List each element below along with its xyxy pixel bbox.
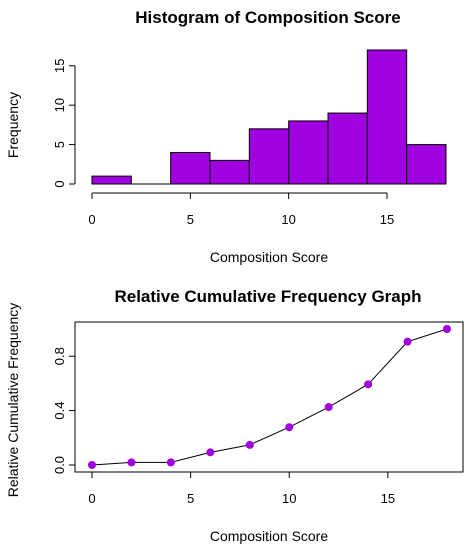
cumulative-x-tick-label: 10 [282, 491, 296, 506]
histogram-x-axis-label: Composition Score [210, 249, 328, 265]
histogram-bar [327, 112, 368, 185]
cumulative-title: Relative Cumulative Frequency Graph [114, 287, 421, 306]
cumulative-y-axis-label: Relative Cumulative Frequency [5, 303, 21, 498]
histogram-bars [91, 49, 447, 185]
cumulative-point [166, 458, 175, 467]
cumulative-point [245, 440, 254, 449]
histogram-y-tick-label: 5 [52, 141, 67, 148]
cumulative-point [88, 461, 96, 469]
histogram-y-tick-label: 10 [52, 98, 67, 112]
histogram-bar [91, 175, 132, 185]
cumulative-point [127, 458, 136, 467]
histogram-title: Histogram of Composition Score [135, 8, 400, 27]
cumulative-point [285, 423, 294, 432]
cumulative-plot-frame [74, 321, 464, 473]
cumulative-point [403, 337, 412, 346]
histogram-x-tick-label: 0 [88, 212, 95, 227]
histogram-chart: Histogram of Composition Score Compositi… [5, 8, 447, 265]
cumulative-y-tick-label: 0.8 [52, 347, 67, 365]
cumulative-y-axis: 0.0 0.4 0.8 [52, 347, 75, 474]
cumulative-x-axis-label: Composition Score [210, 528, 328, 544]
histogram-x-tick-label: 15 [380, 212, 394, 227]
cumulative-x-tick-label: 0 [88, 491, 95, 506]
histogram-bar [366, 49, 408, 185]
histogram-x-axis: 0 5 10 15 [88, 192, 394, 227]
histogram-y-axis-label: Frequency [5, 92, 21, 158]
cumulative-series-line [91, 328, 448, 466]
histogram-bar [288, 120, 329, 185]
cumulative-y-tick-label: 0.0 [52, 456, 67, 474]
histogram-y-axis: 0 5 10 15 [52, 59, 76, 188]
cumulative-frequency-chart: Relative Cumulative Frequency Graph Comp… [5, 287, 464, 544]
cumulative-x-axis: 0 5 10 15 [88, 472, 395, 506]
histogram-y-tick-label: 15 [52, 59, 67, 73]
cumulative-point [206, 448, 215, 457]
cumulative-points [88, 325, 451, 469]
histogram-x-tick-label: 5 [187, 212, 194, 227]
histogram-bar [170, 151, 211, 185]
cumulative-point [443, 325, 451, 333]
cumulative-point [324, 403, 333, 412]
cumulative-y-tick-label: 0.4 [52, 402, 67, 420]
cumulative-x-tick-label: 5 [187, 491, 194, 506]
histogram-bar [248, 128, 290, 185]
histogram-y-tick-label: 0 [52, 180, 67, 187]
histogram-bar [406, 144, 447, 185]
cumulative-x-tick-label: 15 [381, 491, 395, 506]
histogram-x-tick-label: 10 [281, 212, 295, 227]
histogram-bar [209, 159, 250, 185]
cumulative-point [364, 380, 373, 389]
